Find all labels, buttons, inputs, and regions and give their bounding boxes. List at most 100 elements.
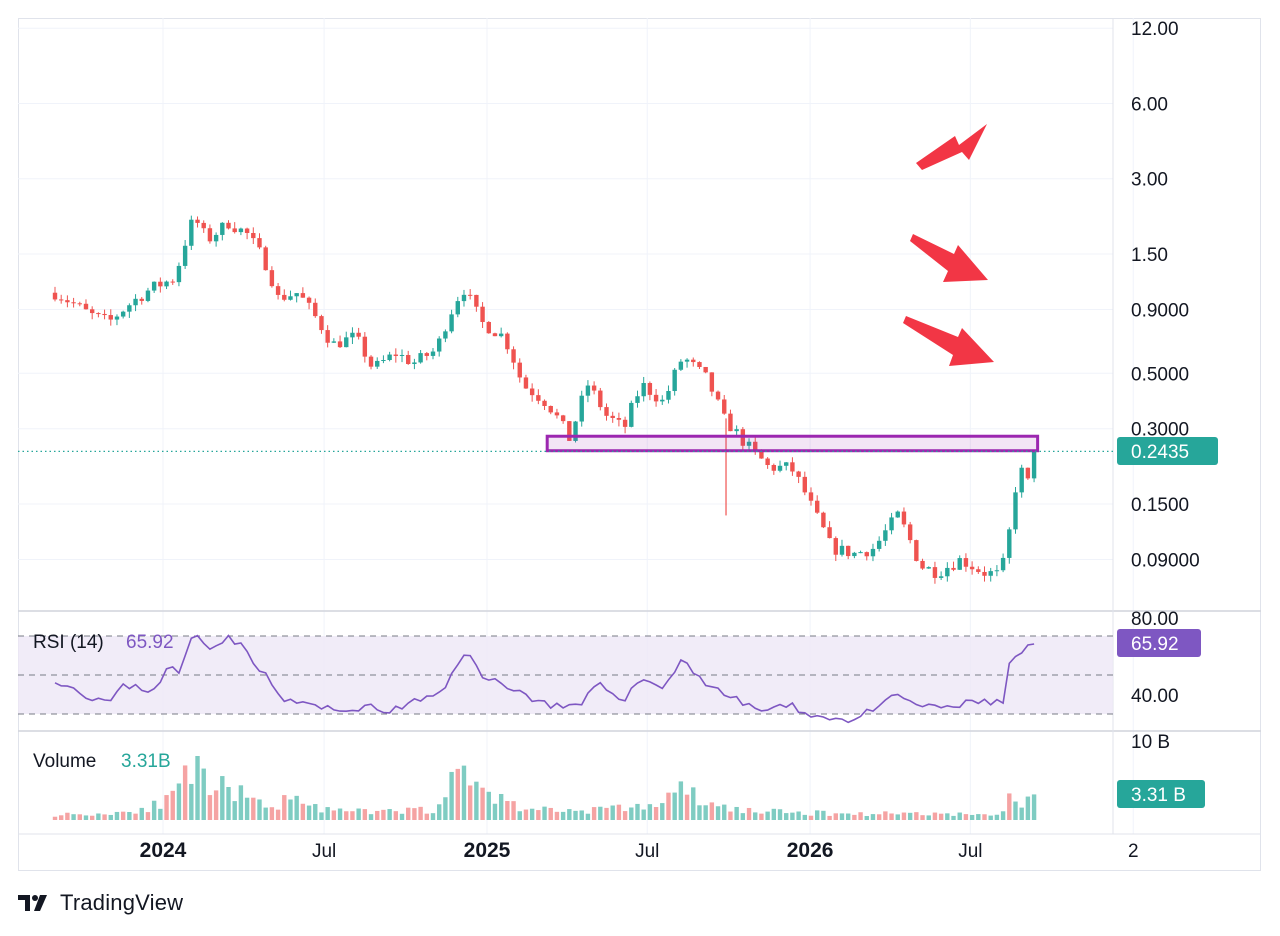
candle-body [300,293,306,298]
candle-body [709,372,715,392]
volume-bar [715,806,721,820]
candle [449,309,454,334]
candle [579,390,584,427]
volume-bar [697,805,702,820]
red-arrow-down-right-lower[interactable] [903,316,994,366]
volume-bar [895,814,900,820]
candle [821,511,826,529]
volume-bar [827,815,832,820]
volume-bar [790,812,795,820]
candle-body [443,331,448,339]
candle-body [455,301,460,315]
candle-body [554,412,560,416]
volume-bar [406,807,411,820]
candle-body [784,462,789,466]
volume-pane-title[interactable]: Volume [33,751,96,772]
volume-bar [282,795,287,820]
rsi-value-badge-text: 65.92 [1131,634,1179,655]
volume-bar [257,799,262,820]
candle-body [560,415,566,422]
candle [486,321,491,334]
candle [492,332,498,337]
volume-bar [579,810,584,820]
volume-bar [294,795,299,820]
volume-bar [653,807,659,820]
support-zone-rectangle[interactable] [545,434,1040,453]
candle-body [585,385,591,396]
candle [424,352,430,361]
candle [83,299,89,310]
candle-body [387,354,392,361]
candle [796,470,801,484]
volume-bar [740,813,746,820]
candle [244,227,250,240]
candle-body [257,238,262,248]
rsi-pane-title[interactable]: RSI (14) [33,632,104,653]
candle [976,566,981,574]
candle-body [734,429,739,432]
candle [213,232,219,247]
time-axis-tick: Jul [635,841,659,862]
candle-body [436,338,442,352]
volume-bar [313,804,318,820]
candle [808,487,814,506]
candle [58,294,64,304]
candle-body [238,228,244,233]
candle-body [542,400,547,406]
candle [839,539,845,557]
volume-value-badge: 3.31 B [1117,780,1205,808]
price-axis-tick: 0.1500 [1131,495,1189,516]
candle [876,536,882,552]
candle [1000,553,1006,573]
volume-bar [207,795,213,820]
red-arrow-up[interactable] [916,124,987,170]
candle [145,287,151,303]
candle-body [375,360,380,367]
candle-body [858,552,863,554]
candle-body [102,313,107,316]
candle [350,327,355,345]
price-axis: 12.00 6.00 3.00 1.50 0.9000 0.5000 0.3000 0.150… [1131,19,1200,630]
volume-bar [635,803,640,820]
candle-body [616,418,622,420]
candle [722,394,727,415]
candle-body [269,270,275,287]
volume-bar [585,813,591,820]
candle [523,374,529,389]
time-axis-tick: 2026 [787,839,834,862]
candle [647,381,653,401]
candle [969,561,975,575]
red-arrow-down-right-upper[interactable] [910,234,988,282]
candle-body [449,314,454,332]
candle [238,227,244,236]
candle [164,280,169,290]
volume-bar [170,790,175,820]
candle [591,381,597,395]
candle-body [96,313,101,315]
volume-bar [517,811,522,820]
volume-bar [176,783,182,820]
volume-bar [870,814,876,820]
candle [455,296,460,318]
candle [560,414,566,424]
candle [1031,451,1037,483]
volume-bar [288,799,293,820]
tradingview-brand[interactable]: TradingView [18,890,183,916]
volume-bar [1000,811,1006,820]
rsi-band [18,636,1113,714]
candle-body [294,293,299,297]
candle-body [1000,557,1006,571]
volume-bar [926,815,931,820]
candle [232,222,237,234]
candle [133,294,138,312]
candle-body [325,330,330,343]
volume-bar [511,801,516,820]
candle-body [232,228,237,233]
candle-body [864,552,869,557]
candle-body [158,281,163,287]
volume-bar [387,809,392,820]
volume-bar [1013,801,1018,820]
candle [139,297,144,305]
candle [151,281,157,293]
